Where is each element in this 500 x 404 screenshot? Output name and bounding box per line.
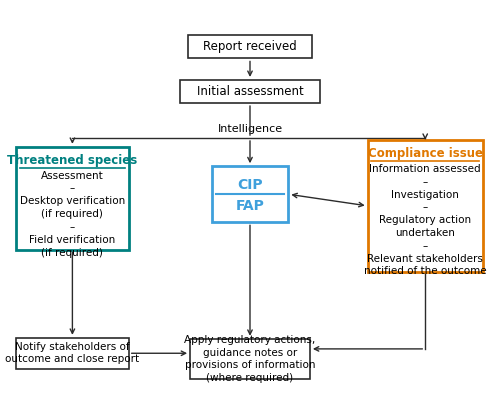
Text: Assessment
–
Desktop verification
(if required)
–
Field verification
(if require: Assessment – Desktop verification (if re… <box>20 171 125 258</box>
Bar <box>180 80 320 103</box>
Bar <box>16 338 129 369</box>
Text: Report received: Report received <box>203 40 297 53</box>
Text: Initial assessment: Initial assessment <box>196 85 304 98</box>
Text: Threatened species: Threatened species <box>8 154 138 167</box>
Text: Information assessed
–
Investigation
–
Regulatory action
undertaken
–
Relevant s: Information assessed – Investigation – R… <box>364 164 486 276</box>
Text: Compliance issue: Compliance issue <box>368 147 482 160</box>
Bar <box>190 339 310 379</box>
Text: CIP: CIP <box>237 177 263 191</box>
Text: Intelligence: Intelligence <box>218 124 282 134</box>
Bar <box>212 166 288 222</box>
Bar <box>188 35 312 59</box>
Text: Notify stakeholders of
outcome and close report: Notify stakeholders of outcome and close… <box>6 342 140 364</box>
Bar <box>16 147 129 250</box>
Bar <box>368 140 483 272</box>
Text: Apply regulatory actions,
guidance notes or
provisions of information
(where req: Apply regulatory actions, guidance notes… <box>184 335 316 383</box>
Text: FAP: FAP <box>236 199 264 213</box>
